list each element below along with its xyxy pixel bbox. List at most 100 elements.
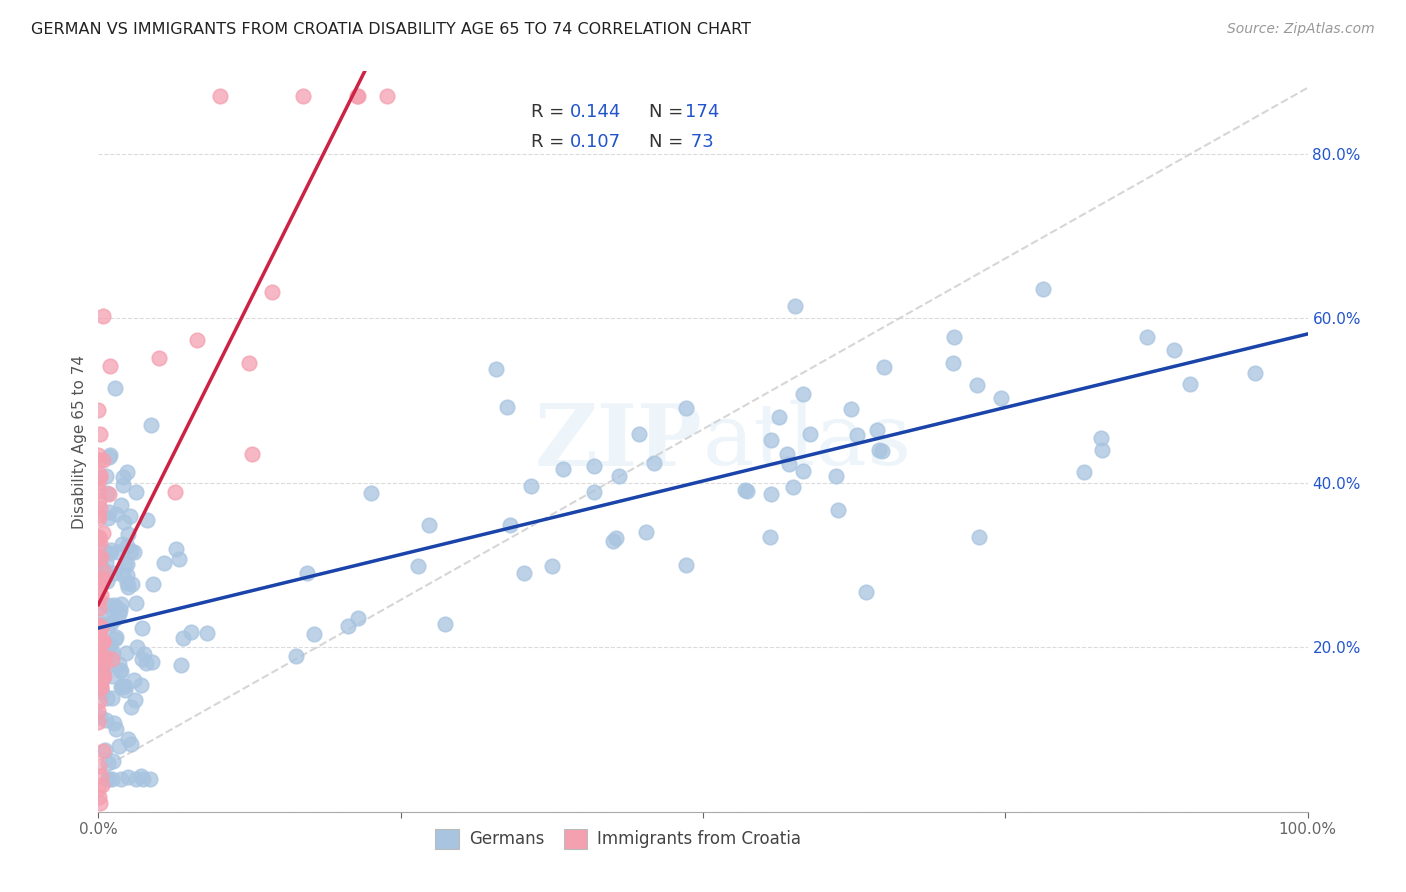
Point — [97, 511, 120, 525]
Point — [783, 299, 806, 313]
Point — [643, 456, 665, 470]
Point — [132, 647, 155, 661]
Point — [337, 619, 360, 633]
Point — [108, 657, 131, 671]
Point — [111, 537, 134, 551]
Point — [115, 567, 138, 582]
Text: 0.107: 0.107 — [569, 133, 621, 151]
Point — [105, 507, 128, 521]
Point — [90, 549, 112, 564]
Point — [186, 333, 208, 347]
Point — [121, 576, 143, 591]
Point — [782, 480, 804, 494]
Point — [115, 466, 138, 480]
Point — [873, 359, 896, 374]
Point — [89, 789, 111, 804]
Point — [89, 536, 111, 550]
Point — [139, 772, 162, 786]
Point — [97, 772, 120, 786]
Point — [675, 558, 697, 572]
Point — [114, 679, 136, 693]
Point — [761, 433, 783, 447]
Point — [103, 566, 125, 581]
Legend: Germans, Immigrants from Croatia: Germans, Immigrants from Croatia — [429, 822, 808, 855]
Point — [90, 672, 112, 686]
Point — [675, 401, 697, 415]
Point — [103, 598, 125, 612]
Point — [499, 518, 522, 533]
Point — [87, 493, 110, 508]
Point — [111, 478, 134, 492]
Point — [855, 585, 877, 599]
Point — [496, 401, 519, 415]
Point — [114, 515, 136, 529]
Point — [768, 410, 790, 425]
Point — [541, 559, 564, 574]
Point — [91, 634, 114, 648]
Point — [98, 546, 121, 560]
Point — [110, 597, 132, 611]
Point — [103, 716, 125, 731]
Point — [124, 693, 146, 707]
Point — [778, 457, 800, 471]
Point — [131, 621, 153, 635]
Point — [101, 652, 124, 666]
Point — [1135, 330, 1157, 344]
Point — [1073, 466, 1095, 480]
Point — [1244, 366, 1267, 380]
Point — [735, 483, 758, 498]
Point — [111, 679, 134, 693]
Point — [89, 469, 111, 483]
Point — [1091, 443, 1114, 458]
Point — [734, 483, 756, 497]
Point — [120, 544, 142, 558]
Text: R =: R = — [531, 133, 571, 151]
Point — [96, 486, 118, 500]
Point — [262, 285, 284, 300]
Point — [375, 89, 398, 103]
Point — [89, 679, 111, 693]
Point — [91, 570, 114, 584]
Text: 0.144: 0.144 — [569, 103, 621, 121]
Point — [90, 681, 112, 696]
Text: N =: N = — [648, 133, 689, 151]
Point — [120, 509, 142, 524]
Point — [90, 558, 112, 573]
Point — [87, 593, 110, 607]
Point — [101, 754, 124, 768]
Point — [107, 544, 129, 558]
Point — [125, 484, 148, 499]
Point — [87, 403, 110, 417]
Point — [165, 542, 187, 557]
Point — [966, 378, 988, 392]
Point — [90, 673, 112, 688]
Point — [94, 545, 117, 559]
Point — [89, 575, 111, 590]
Point — [346, 89, 368, 103]
Point — [1090, 431, 1112, 445]
Point — [91, 564, 114, 578]
Text: 174: 174 — [685, 103, 720, 121]
Point — [110, 772, 132, 786]
Point — [98, 487, 121, 501]
Point — [792, 387, 814, 401]
Point — [967, 530, 990, 544]
Point — [98, 359, 121, 373]
Point — [135, 656, 157, 670]
Point — [87, 617, 110, 632]
Point — [110, 664, 132, 678]
Point — [94, 649, 117, 664]
Point — [90, 589, 112, 603]
Point — [108, 607, 131, 621]
Point — [93, 526, 115, 541]
Point — [180, 624, 202, 639]
Point — [101, 772, 124, 786]
Point — [112, 567, 135, 582]
Text: Source: ZipAtlas.com: Source: ZipAtlas.com — [1227, 22, 1375, 37]
Point — [91, 634, 114, 648]
Point — [240, 446, 263, 460]
Point — [111, 679, 134, 693]
Point — [291, 89, 314, 103]
Point — [96, 574, 118, 589]
Point — [583, 458, 606, 473]
